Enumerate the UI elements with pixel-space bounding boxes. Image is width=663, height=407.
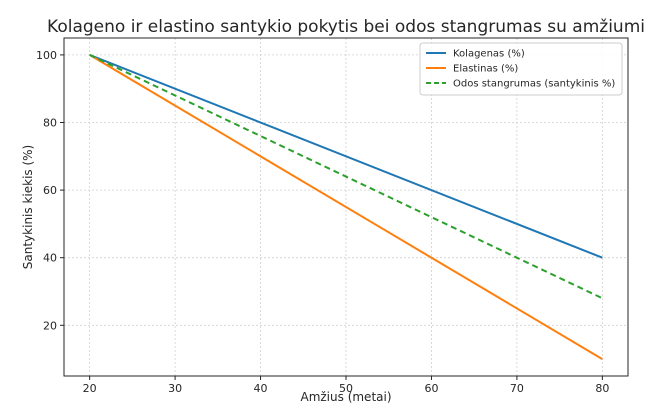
x-tick-label: 60	[424, 382, 438, 395]
ticks: 20 30 40 50 60 70 80 20 40 60 80 100	[36, 49, 609, 395]
x-tick-label: 20	[83, 382, 97, 395]
legend-label-2: Elastinas (%)	[453, 64, 518, 75]
legend-label-1: Kolagenas (%)	[453, 49, 525, 60]
series-line-1	[89, 53, 603, 259]
legend-label-3: Odos stangrumas (santykinis %)	[453, 79, 615, 90]
x-tick-label: 30	[168, 382, 182, 395]
x-tick-label: 80	[595, 382, 609, 395]
x-axis-label: Amžius (metai)	[300, 390, 391, 404]
y-tick-label: 60	[43, 184, 57, 197]
x-tick-label: 50	[339, 382, 353, 395]
series-line-2	[89, 54, 603, 360]
chart-title: Kolageno ir elastino santykio pokytis be…	[47, 17, 645, 37]
legend: Kolagenas (%) Elastinas (%) Odos stangruma…	[419, 42, 623, 96]
legend-box	[419, 42, 623, 96]
y-tick-label: 40	[43, 252, 57, 265]
y-tick-label: 20	[43, 319, 57, 332]
x-tick-label: 40	[254, 382, 268, 395]
series-line-3	[89, 53, 603, 300]
y-tick-label: 80	[43, 117, 57, 130]
series-lines	[89, 53, 603, 360]
x-tick-label: 70	[510, 382, 524, 395]
y-axis-label: Santykinis kiekis (%)	[21, 145, 35, 269]
y-tick-label: 100	[36, 49, 57, 62]
